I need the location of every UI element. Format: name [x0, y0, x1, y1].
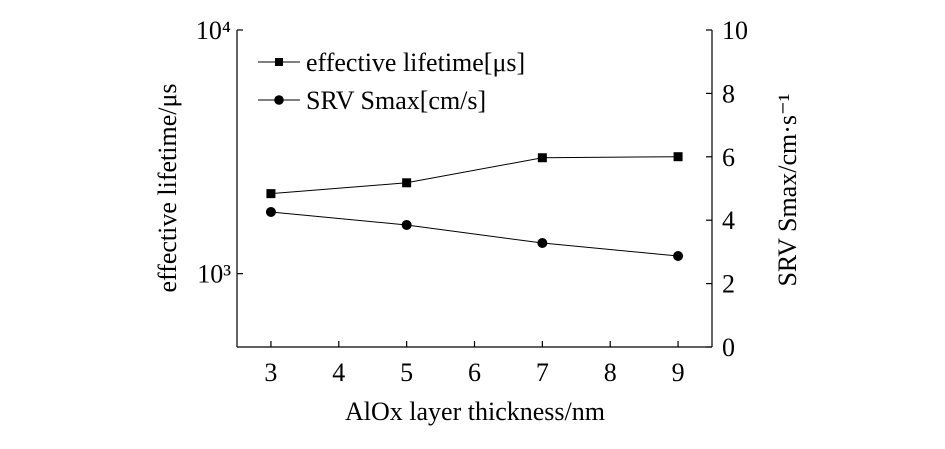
x-tick-label: 7 [536, 358, 549, 387]
legend-marker-square [275, 58, 283, 66]
left-y-axis-label: effective lifetime/μs [153, 83, 182, 292]
legend-label-srv: SRV Smax[cm/s] [306, 86, 486, 115]
ticks: 3 4 5 6 7 8 9 10³ 10⁴ 0 2 4 6 8 10 [196, 16, 748, 387]
right-y-tick-label: 8 [722, 79, 735, 108]
srv-series-line [270, 211, 679, 257]
x-axis-label: AlOx layer thickness/nm [345, 397, 605, 426]
legend: effective lifetime[μs] SRV Smax[cm/s] [258, 48, 525, 115]
x-tick-label: 9 [672, 358, 685, 387]
right-y-tick-label: 6 [722, 143, 735, 172]
lifetime-point [402, 178, 412, 188]
srv-point [673, 251, 684, 262]
lifetime-point [673, 152, 683, 162]
series-group [265, 152, 684, 262]
x-tick-label: 6 [468, 358, 481, 387]
legend-marker-circle [274, 95, 284, 105]
right-y-tick-label: 4 [722, 206, 735, 235]
srv-point [401, 219, 412, 230]
lifetime-point [266, 189, 276, 199]
lifetime-series-line [270, 156, 679, 195]
x-tick-label: 8 [604, 358, 617, 387]
right-y-tick-label: 10 [722, 16, 748, 45]
x-tick-label: 4 [332, 358, 345, 387]
left-y-tick-label: 10³ [197, 260, 231, 289]
left-y-tick-label: 10⁴ [196, 16, 231, 45]
srv-point [265, 206, 276, 217]
x-tick-label: 5 [400, 358, 413, 387]
legend-label-lifetime: effective lifetime[μs] [306, 48, 525, 77]
lifetime-point [537, 153, 547, 163]
x-tick-label: 3 [264, 358, 277, 387]
right-y-axis-label: SRV Smax/cm·s⁻¹ [773, 93, 802, 286]
right-y-tick-label: 0 [722, 333, 735, 362]
right-y-tick-label: 2 [722, 270, 735, 299]
srv-point [537, 238, 548, 249]
